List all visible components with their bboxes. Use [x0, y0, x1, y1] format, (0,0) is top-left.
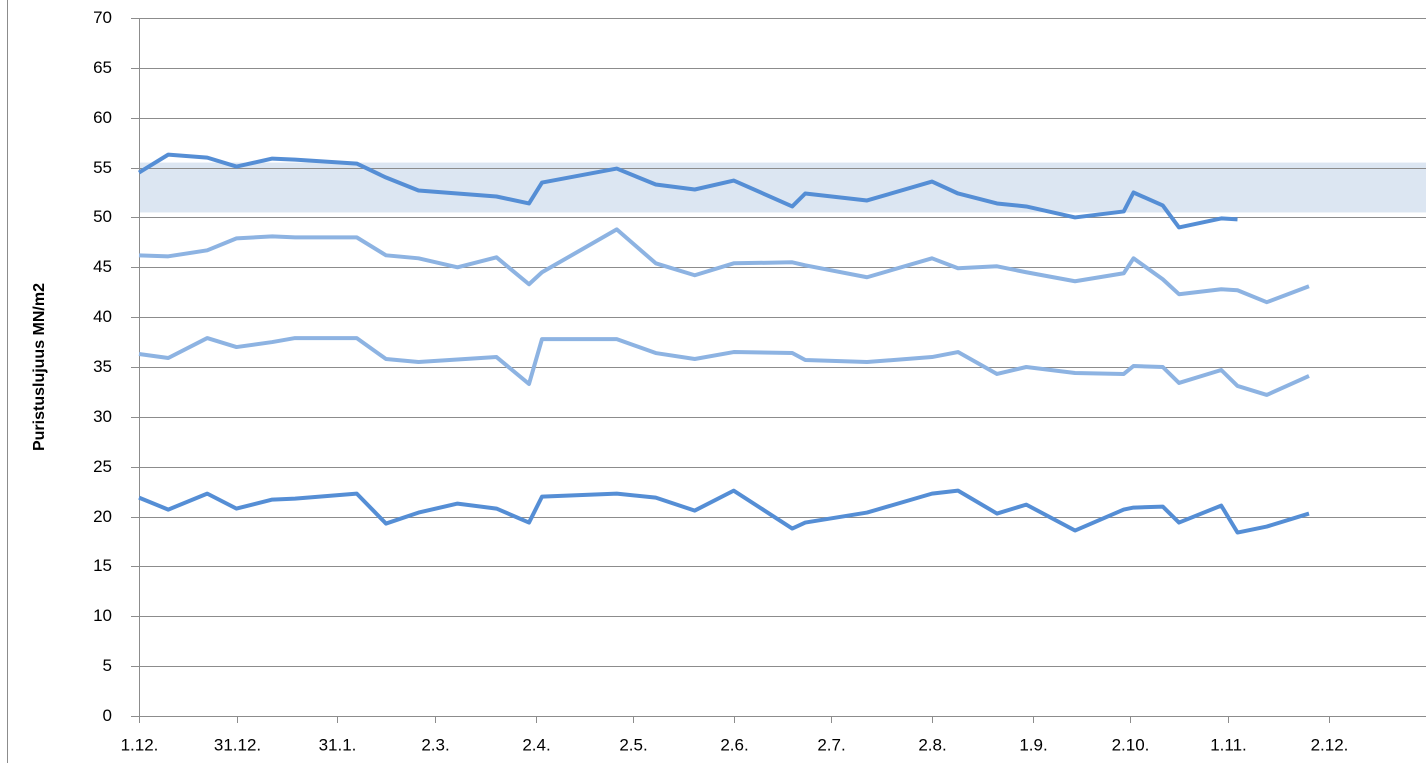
x-tick-label: 2.4.: [522, 735, 550, 754]
x-tick-label: 2.10.: [1112, 735, 1150, 754]
y-tick-label: 55: [93, 158, 112, 177]
y-tick-label: 5: [103, 656, 112, 675]
y-tick-label: 70: [93, 8, 112, 27]
y-tick-label: 65: [93, 58, 112, 77]
y-tick-label: 35: [93, 357, 112, 376]
y-tick-label: 60: [93, 108, 112, 127]
x-tick-label: 1.11.: [1210, 735, 1247, 754]
x-tick-label: 31.1.: [319, 735, 357, 754]
x-tick-label: 1.12.: [121, 735, 159, 754]
y-tick-label: 20: [93, 507, 112, 526]
series-line: [138, 227, 1310, 305]
x-tick-label: 31.12.: [214, 735, 261, 754]
x-tick-label: 2.7.: [817, 735, 845, 754]
y-tick-label: 50: [93, 207, 112, 226]
y-tick-label: 30: [93, 407, 112, 426]
series-line: [138, 336, 1310, 397]
y-tick-label: 40: [93, 307, 112, 326]
series-line: [138, 488, 1310, 535]
series-line: [137, 152, 1238, 230]
x-tick-label: 2.5.: [619, 735, 647, 754]
x-tick-label: 2.3.: [421, 735, 449, 754]
y-tick-label: 10: [93, 606, 112, 625]
x-tick-label: 2.8.: [918, 735, 946, 754]
x-tick-label: 2.6.: [720, 735, 748, 754]
y-axis-label: Puristuslujuus MN/m2: [31, 283, 48, 451]
target-band: [140, 162, 1426, 213]
y-tick-label: 45: [93, 257, 112, 276]
y-tick-label: 25: [93, 457, 112, 476]
x-tick-label: 2.12.: [1311, 735, 1349, 754]
x-tick-label: 1.9.: [1019, 735, 1047, 754]
y-tick-label: 15: [93, 556, 112, 575]
y-tick-label: 0: [103, 706, 112, 725]
